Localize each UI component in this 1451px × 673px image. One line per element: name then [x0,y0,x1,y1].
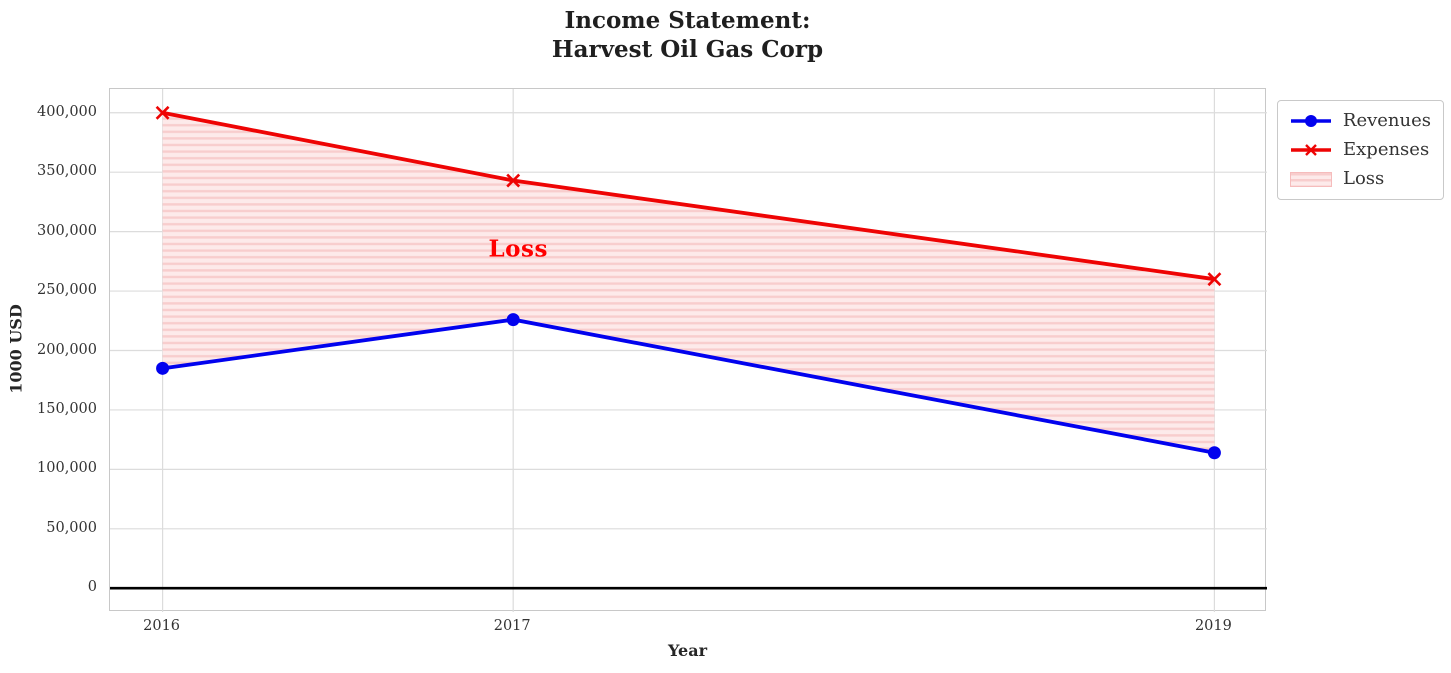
y-tick-label: 250,000 [37,282,97,299]
y-tick-label: 200,000 [37,341,97,358]
x-tick-label: 2019 [1194,618,1232,634]
y-tick-label: 0 [87,579,97,596]
revenues-marker [156,361,170,375]
legend-item-loss: Loss [1290,169,1431,189]
expenses-marker [155,105,170,120]
loss-annotation: Loss [488,235,548,263]
y-tick-label: 400,000 [37,103,97,120]
legend: Revenues Expenses Loss [1277,100,1444,200]
legend-label-loss: Loss [1343,168,1385,189]
plot-canvas [110,89,1267,612]
y-tick-label: 50,000 [46,519,97,536]
x-axis-label: Year [667,641,707,660]
y-tick-label: 100,000 [37,460,97,477]
loss-hatch-swatch-icon [1290,171,1332,187]
loss-fill-area [162,112,1215,453]
revenues-line-swatch-icon [1291,115,1331,127]
legend-label-expenses: Expenses [1343,139,1430,160]
revenues-marker [506,313,520,327]
y-tick-label: 350,000 [37,163,97,180]
x-tick-label: 2017 [493,618,531,634]
legend-item-revenues: Revenues [1290,111,1431,131]
y-tick-label: 300,000 [37,222,97,239]
revenues-marker [1207,446,1221,460]
plot-area: Loss [109,88,1267,612]
expenses-marker [1207,272,1222,287]
y-tick-label: 150,000 [37,400,97,417]
legend-label-revenues: Revenues [1342,110,1431,131]
expenses-line-swatch-icon [1291,144,1331,156]
legend-item-expenses: Expenses [1290,140,1431,160]
chart-title: Income Statement: Harvest Oil Gas Corp [551,7,824,63]
x-tick-label: 2016 [143,618,181,634]
expenses-marker [506,173,521,188]
